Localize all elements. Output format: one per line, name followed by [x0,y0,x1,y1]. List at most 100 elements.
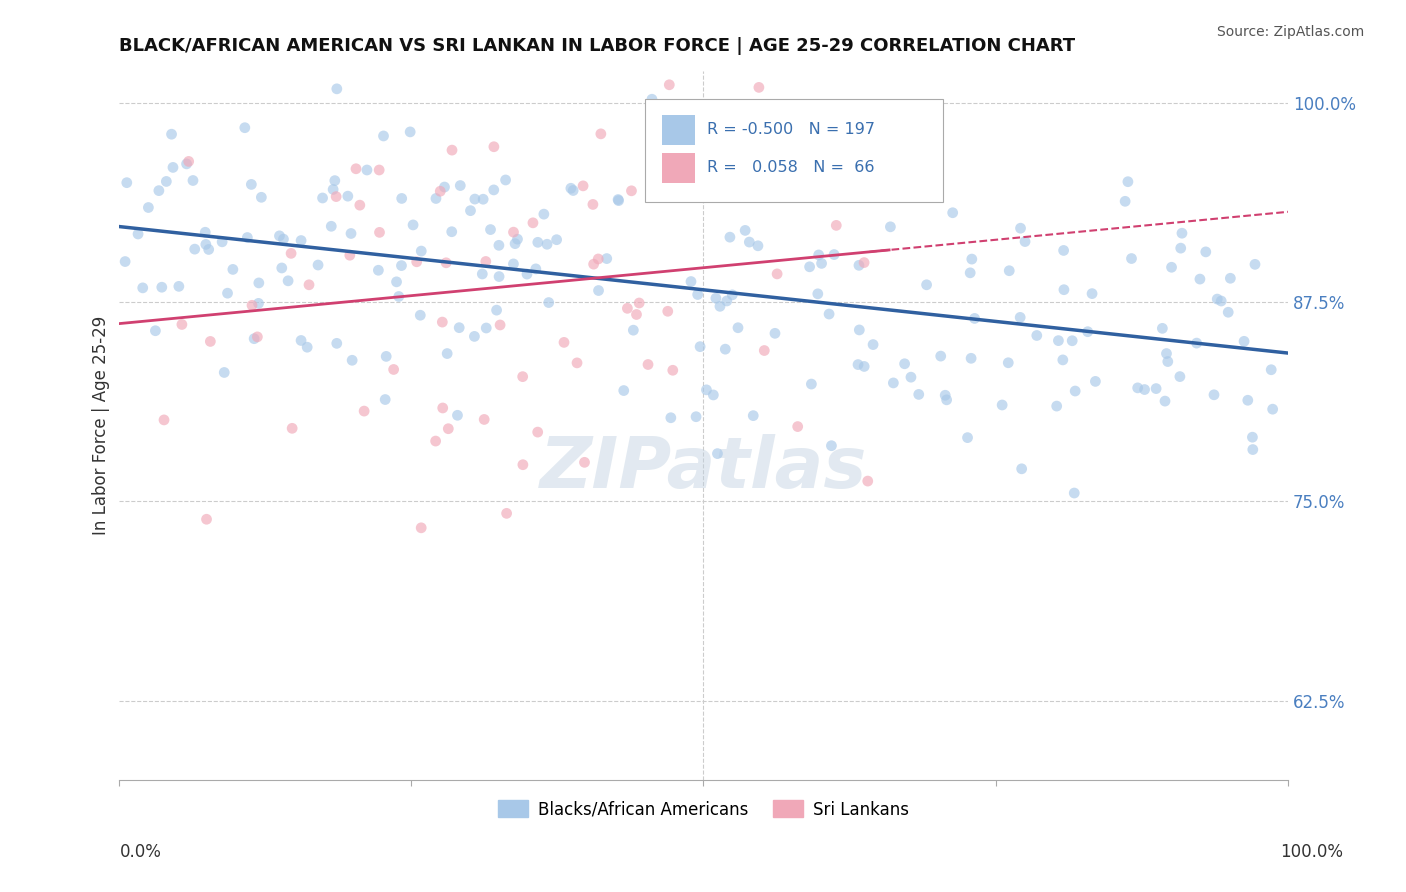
Point [411,521,433,535]
Point [1025,328,1047,343]
Point [127,227,149,241]
Point [522,216,544,230]
Point [1114,194,1136,209]
Point [495,507,517,521]
Point [607,194,630,208]
Point [1160,260,1182,275]
Point [686,287,709,301]
Point [411,244,433,258]
Point [942,205,965,219]
Point [475,321,498,335]
Point [503,236,526,251]
Point [471,267,494,281]
Point [818,307,841,321]
Point [853,255,876,269]
Point [1077,325,1099,339]
Point [277,274,299,288]
Point [115,176,138,190]
Point [482,140,505,154]
Point [1241,442,1264,457]
Point [763,326,786,341]
Point [1062,334,1084,348]
Point [488,238,510,252]
Point [1011,462,1033,476]
Point [820,439,842,453]
Point [810,256,832,270]
Point [668,148,690,162]
Point [194,225,217,239]
Point [374,392,396,407]
Point [388,289,411,303]
Point [1206,292,1229,306]
Point [344,161,367,176]
Point [502,225,524,239]
Point [170,318,193,332]
Point [907,387,929,401]
Point [399,125,422,139]
Point [385,275,408,289]
Point [246,330,269,344]
Point [295,340,318,354]
Point [449,178,471,193]
Point [721,288,744,302]
Point [212,366,235,380]
Text: ZIPatlas: ZIPatlas [540,434,868,502]
Point [991,398,1014,412]
Point [211,235,233,249]
Point [565,356,588,370]
Point [882,376,904,390]
Point [846,358,869,372]
Point [588,284,610,298]
Point [620,184,643,198]
Point [626,308,648,322]
Point [848,258,870,272]
Point [1053,283,1076,297]
Point [322,182,344,196]
Point [307,258,329,272]
Point [553,335,575,350]
Point [1052,244,1074,258]
Point [560,181,582,195]
Point [685,409,707,424]
Point [177,154,200,169]
Point [662,363,685,377]
Text: R =   0.058   N =  66: R = 0.058 N = 66 [707,161,875,176]
Point [273,232,295,246]
Point [475,254,498,268]
Point [1236,393,1258,408]
Point [138,201,160,215]
Point [240,298,263,312]
Point [269,228,291,243]
Point [145,324,167,338]
Point [709,299,731,313]
Point [1152,321,1174,335]
Point [960,351,983,366]
Point [959,266,981,280]
Point [825,219,848,233]
Point [382,362,405,376]
Point [1154,394,1177,409]
Point [582,197,605,211]
Point [1133,383,1156,397]
Point [1126,381,1149,395]
Point [537,295,560,310]
Point [325,189,347,203]
Point [628,296,651,310]
Point [1241,430,1264,444]
Point [1233,334,1256,349]
Point [1171,226,1194,240]
Point [1170,241,1192,255]
Point [536,237,558,252]
Point [742,409,765,423]
Point [1157,354,1180,368]
Point [240,178,263,192]
Point [915,277,938,292]
Point [176,157,198,171]
Point [799,260,821,274]
Point [1185,336,1208,351]
Point [326,336,349,351]
Point [367,263,389,277]
Point [934,388,956,402]
Point [506,232,529,246]
Point [735,122,758,136]
